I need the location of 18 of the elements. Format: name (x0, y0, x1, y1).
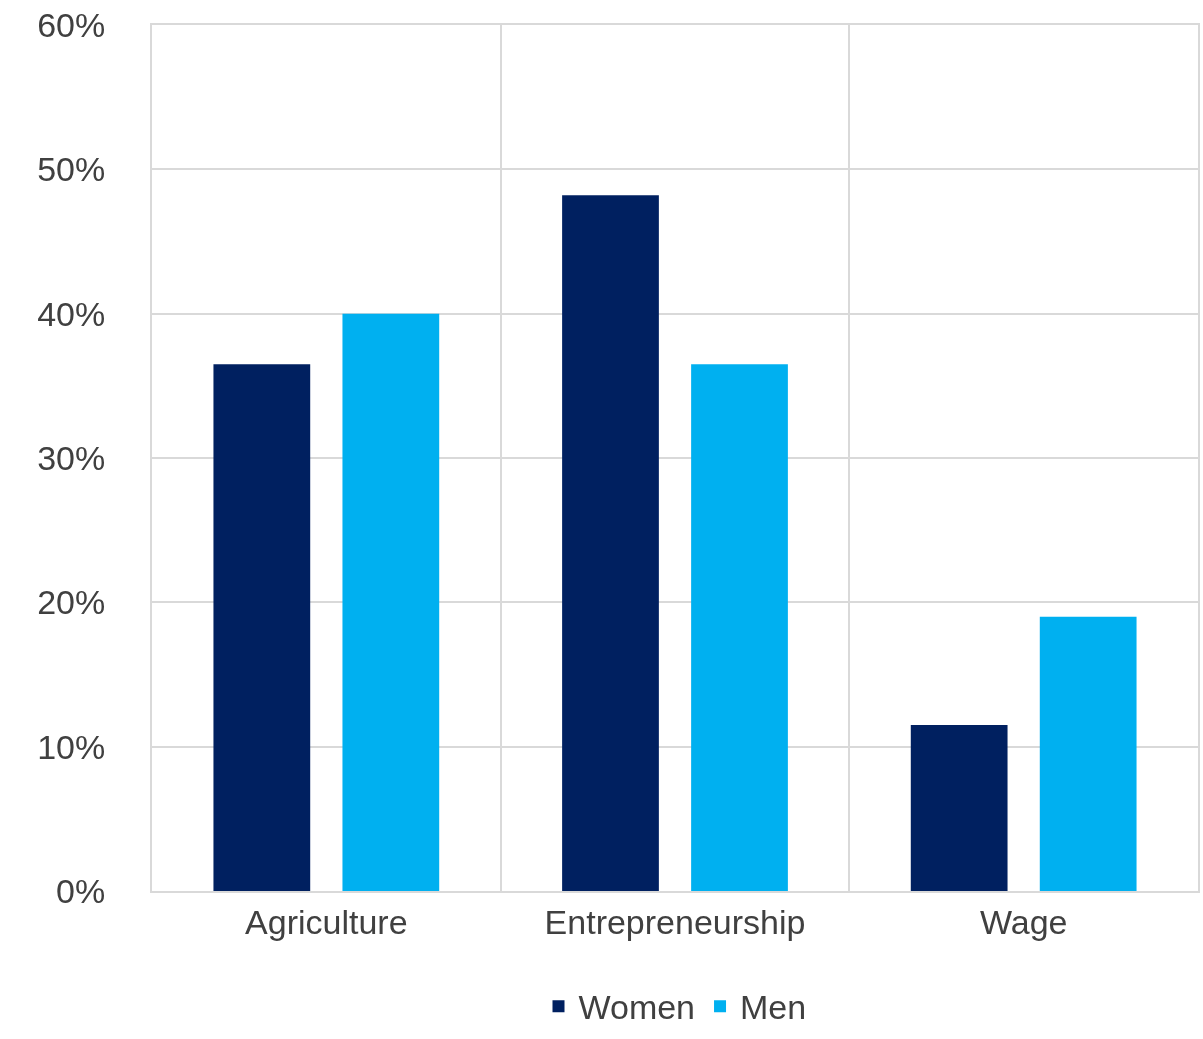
bar (342, 313, 440, 891)
legend-label: Women (578, 988, 696, 1027)
y-tick-label: 40% (37, 294, 106, 333)
y-tick-label: 30% (37, 438, 106, 477)
bar (213, 364, 311, 891)
y-tick-label: 60% (37, 5, 106, 44)
bar (562, 195, 659, 891)
bar (1039, 616, 1137, 891)
y-tick-label: 0% (56, 871, 106, 910)
x-tick-label: Agriculture (245, 902, 408, 941)
x-tick-label: Entrepreneurship (544, 902, 806, 941)
bar (910, 725, 1008, 891)
y-tick-label: 20% (37, 583, 106, 622)
y-tick-label: 10% (37, 727, 106, 766)
bar (691, 364, 788, 891)
x-tick-label: Wage (979, 902, 1068, 941)
legend-label: Men (740, 988, 807, 1027)
y-tick-label: 50% (37, 150, 106, 189)
